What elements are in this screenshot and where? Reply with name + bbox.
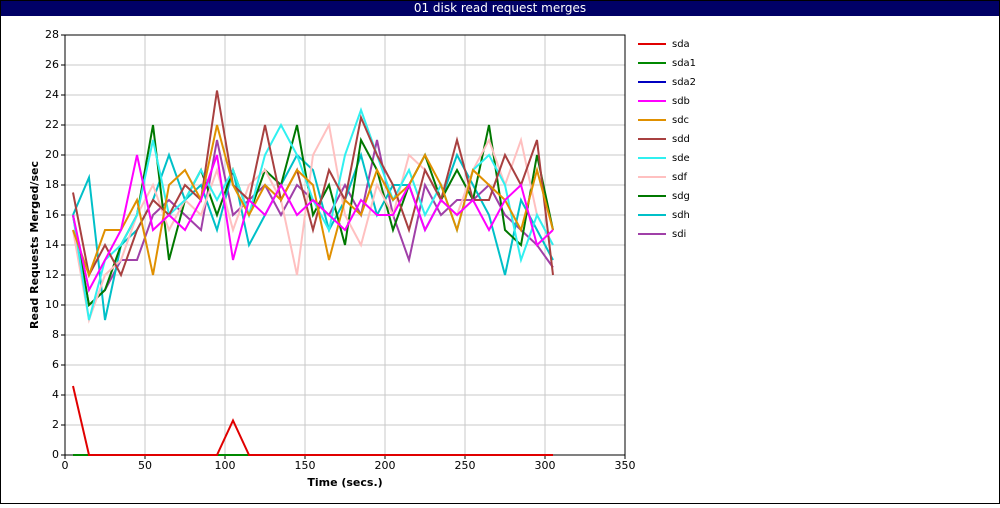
y-tick-label: 26 [45, 58, 59, 71]
title-bar [1, 1, 999, 16]
x-tick-label: 150 [295, 459, 316, 472]
chart-title: 01 disk read request merges [414, 1, 586, 15]
y-tick-label: 22 [45, 118, 59, 131]
series-line [72, 154, 554, 293]
legend-label: sdf [672, 172, 688, 183]
y-tick-label: 24 [45, 88, 59, 101]
legend-label: sda [672, 39, 690, 50]
legend-label: sdh [672, 210, 690, 221]
y-tick-label: 10 [45, 298, 59, 311]
legend-label: sdb [672, 96, 690, 107]
y-tick-label: 14 [45, 238, 59, 251]
x-tick-label: 200 [375, 459, 396, 472]
x-tick-label: 0 [62, 459, 69, 472]
series-line [72, 124, 554, 278]
x-tick-label: 250 [455, 459, 476, 472]
x-tick-label: 100 [215, 459, 236, 472]
legend-label: sdc [672, 115, 689, 126]
y-tick-label: 16 [45, 208, 59, 221]
y-tick-label: 4 [52, 388, 59, 401]
legend-label: sdd [672, 134, 690, 145]
x-tick-label: 350 [615, 459, 636, 472]
y-axis-label: Read Requests Merged/sec [28, 161, 41, 329]
series-line [72, 385, 553, 456]
legend-label: sdg [672, 191, 690, 202]
legend-label: sdi [672, 229, 686, 240]
legend-label: sda2 [672, 77, 696, 88]
y-tick-label: 12 [45, 268, 59, 281]
y-tick-label: 8 [52, 328, 59, 341]
legend-label: sda1 [672, 58, 696, 69]
x-tick-label: 300 [535, 459, 556, 472]
legend-label: sde [672, 153, 690, 164]
y-tick-label: 2 [52, 418, 59, 431]
x-tick-label: 50 [138, 459, 152, 472]
x-axis-label: Time (secs.) [307, 476, 382, 489]
y-tick-label: 0 [52, 448, 59, 461]
y-tick-label: 20 [45, 148, 59, 161]
y-tick-label: 6 [52, 358, 59, 371]
y-tick-label: 28 [45, 28, 59, 41]
y-tick-label: 18 [45, 178, 59, 191]
